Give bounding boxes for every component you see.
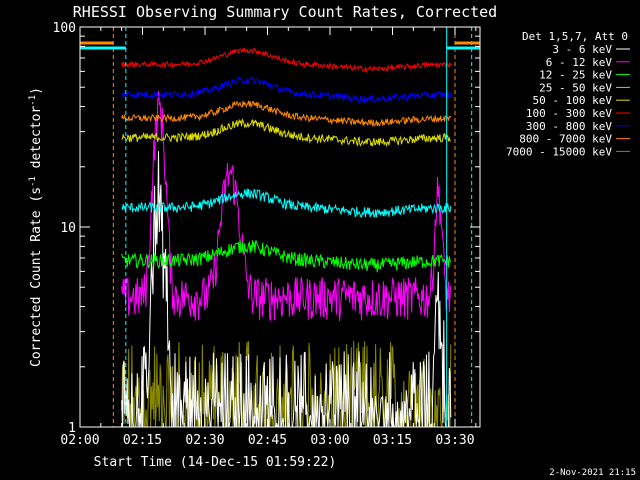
legend-label: 3 - 6 keV [552, 43, 612, 56]
chart-title: RHESSI Observing Summary Count Rates, Co… [73, 3, 497, 21]
series-line [121, 188, 452, 218]
footer-date: 2-Nov-2021 21:15 [549, 468, 636, 478]
legend-label: 50 - 100 keV [533, 94, 613, 107]
series-line [121, 91, 452, 322]
legend-label: 100 - 300 keV [526, 107, 612, 120]
legend-label: 6 - 12 keV [546, 56, 613, 69]
x-axis-label: Start Time (14-Dec-15 01:59:22) [94, 455, 337, 470]
y-axis-label: Corrected Count Rate (s-1 detector-1) [28, 87, 44, 367]
x-tick-label: 02:00 [60, 433, 99, 448]
legend-label: 800 - 7000 keV [519, 133, 612, 146]
legend-label: 7000 - 15000 keV [506, 145, 612, 158]
y-tick-label: 1 [68, 421, 76, 436]
x-tick-label: 03:30 [435, 433, 474, 448]
x-tick-label: 02:45 [248, 433, 287, 448]
y-tick-label: 10 [60, 221, 76, 236]
series-line [121, 151, 452, 429]
x-tick-label: 02:15 [123, 433, 162, 448]
axis-layer: 02:00 02:15 02:30 02:45 03:00 03:15 03:30 1 10 10… [53, 21, 480, 448]
series-line [121, 47, 452, 74]
y-tick-label: 100 [53, 21, 76, 36]
legend-label: 300 - 800 keV [526, 120, 612, 133]
x-tick-label: 03:00 [310, 433, 349, 448]
series-line [121, 100, 452, 128]
legend-label: 12 - 25 keV [539, 69, 612, 82]
legend-label: 25 - 50 keV [539, 81, 612, 94]
legend-header: Det 1,5,7, Att 0 [522, 30, 628, 43]
x-tick-label: 03:15 [373, 433, 412, 448]
x-tick-label: 02:30 [185, 433, 224, 448]
series-line [121, 117, 451, 148]
series-line [121, 75, 452, 104]
series-line [121, 240, 452, 273]
series-layer [121, 47, 452, 429]
